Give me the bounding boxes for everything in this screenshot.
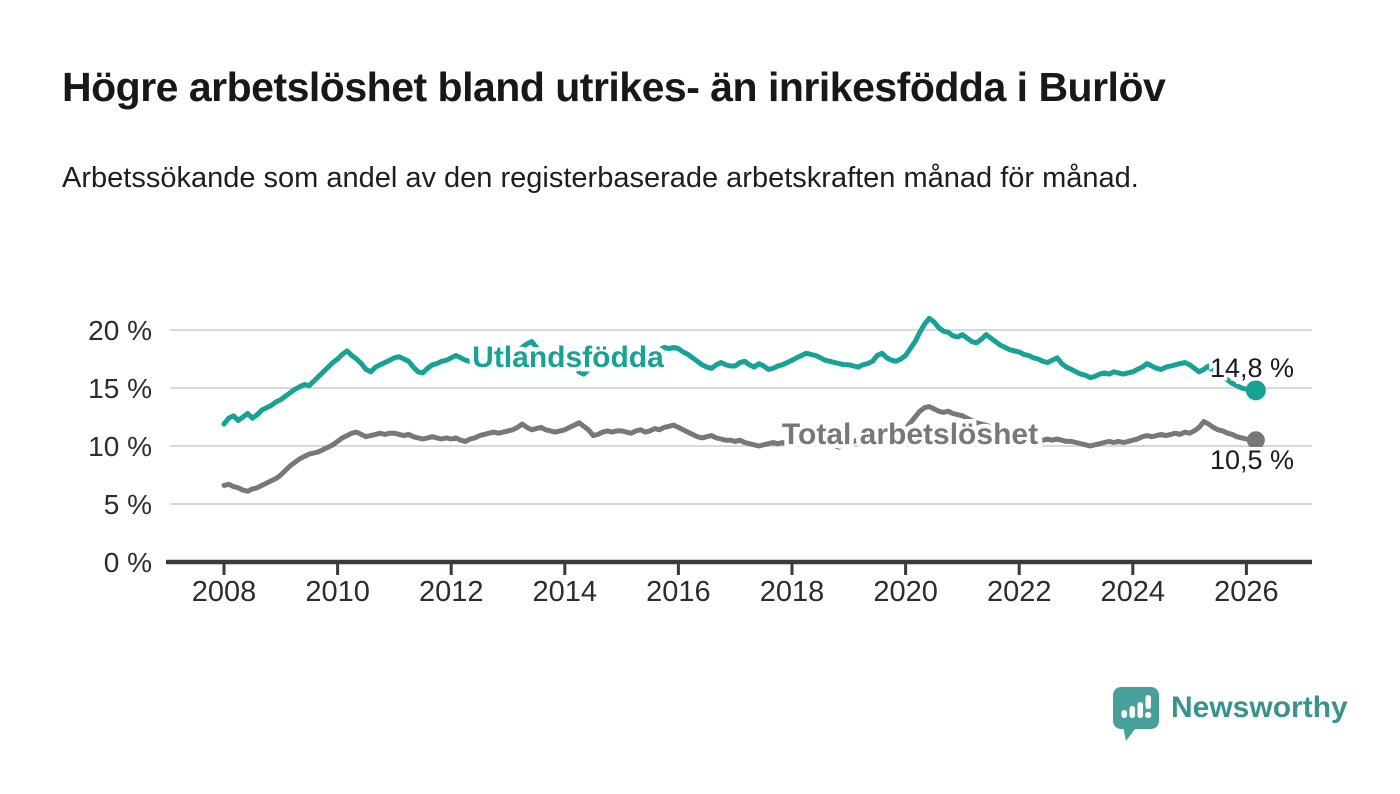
logo-bar-3: [1137, 702, 1143, 718]
series-label-total: Total arbetslöshet: [782, 418, 1038, 451]
page-title: Högre arbetslöshet bland utrikes- än inr…: [62, 64, 1166, 110]
y-axis-label: 15 %: [88, 373, 152, 404]
x-axis-label: 2016: [646, 576, 711, 608]
x-axis-label: 2008: [192, 576, 257, 608]
chart-subtitle: Arbetssökande som andel av den registerb…: [62, 162, 1139, 194]
logo-exclamation-bar: [1145, 695, 1151, 709]
x-axis-label: 2022: [987, 576, 1052, 608]
logo-exclamation-dot: [1145, 711, 1152, 719]
series-label-utlandsfodda: Utlandsfödda: [472, 341, 664, 374]
end-dot-utlandsfodda: [1245, 380, 1266, 401]
logo-bubble-shape: [1113, 687, 1159, 741]
newsworthy-logo-icon: [1113, 687, 1159, 741]
x-axis-label: 2026: [1214, 576, 1279, 608]
end-dot-total: [1246, 431, 1265, 450]
y-axis-label: 10 %: [88, 431, 152, 462]
y-axis-label: 5 %: [104, 489, 152, 520]
x-axis-label: 2020: [873, 576, 938, 608]
newsworthy-logo-text: Newsworthy: [1171, 691, 1348, 724]
end-value-label-total: 10,5 %: [1210, 445, 1294, 475]
x-axis-label: 2024: [1101, 576, 1166, 608]
x-axis-label: 2012: [419, 576, 484, 608]
end-value-label-utlandsfodda: 14,8 %: [1210, 353, 1294, 383]
x-axis-label: 2010: [305, 576, 370, 608]
logo-bar-1: [1121, 710, 1127, 718]
series-line-total: [221, 404, 1259, 494]
y-axis-label: 20 %: [88, 315, 152, 346]
x-axis-label: 2018: [760, 576, 825, 608]
logo-bar-2: [1129, 706, 1135, 718]
series-line-utlandsfodda: [221, 315, 1259, 427]
y-axis-label: 0 %: [104, 547, 152, 578]
newsworthy-logo: Newsworthy: [1112, 686, 1348, 742]
x-axis-label: 2014: [533, 576, 598, 608]
